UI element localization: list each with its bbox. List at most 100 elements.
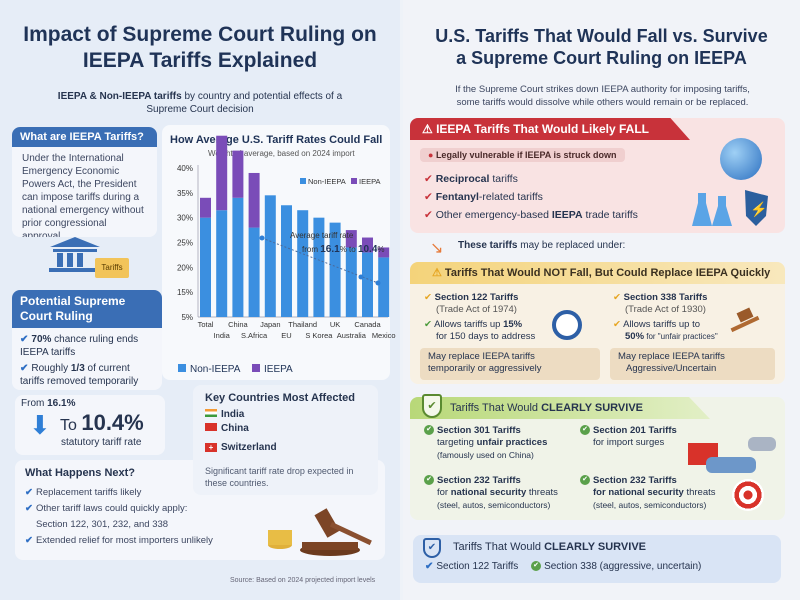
right-title: U.S. Tariffs That Would Fall vs. Survive… [403,25,800,69]
gavel-icon [728,306,768,336]
summary-item: Section 338 (aggressive, uncertain) [544,561,702,572]
bar-non-ieepa [281,205,292,317]
stopwatch-icon [552,310,582,340]
bar-non-ieepa [362,252,373,317]
y-tick-label: 35% [177,189,193,198]
shield-check-icon: ✔ [422,394,442,418]
y-tick-label: 20% [177,263,193,272]
s122-box: May replace IEEPA tariffs temporarily or … [420,348,600,380]
y-tick-label: 40% [177,164,193,173]
left-title-line2: IEEPA Tariffs Explained [82,49,318,72]
bar-ieepa [232,150,244,198]
next-item: ✔ Other tariff laws could quickly apply: [25,503,188,514]
what-heading: What are IEEPA Tariffs? [12,127,157,147]
x-tick-label: EU [281,331,291,340]
notfall-card: ⚠ Tariffs That Would NOT Fall, But Could… [410,262,785,384]
s338-box: May replace IEEPA tariffs Aggressive/Unce… [610,348,775,380]
ruling-card: Potential Supreme Court Ruling ✔ 70% chan… [12,290,162,390]
tariff-bar-chart: How Average U.S. Tariff Rates Could Fall… [170,134,396,375]
s338-act: (Trade Act of 1930) [625,304,706,315]
subtitle-rest: by country and potential effects of a Su… [146,91,343,115]
countries-heading: Key Countries Most Affected [205,392,355,404]
swiss-flag-icon: + [205,443,217,452]
ruling-list: ✔ 70% chance ruling ends IEEPA tariffs ✔ R… [12,328,162,390]
survive-summary-heading: Tariffs That Would CLEARLY SURVIVE [453,541,646,553]
lab-flasks-shield-icon: ⚡ [690,188,780,228]
ruling-item: ✔ 70% chance ruling ends IEEPA tariffs [20,334,139,358]
courthouse-icon [45,235,105,275]
x-tick-label: S Korea [305,331,333,340]
survive-item: ✔ Section 301 Tariffs targeting unfair pr… [424,425,584,461]
warning-icon: ⚠ [422,122,437,136]
legend-swatch [300,178,306,184]
china-car-steel-icon [688,435,778,477]
countries-note: Significant tariff rate drop expected in… [205,466,354,488]
s122-act: (Trade Act of 1974) [436,304,517,315]
legend-label: Non-IEEPA [190,364,241,375]
survive-summary-card: ✔ Tariffs That Would CLEARLY SURVIVE ✔ Se… [413,535,781,583]
bar-non-ieepa [313,217,325,317]
svg-text:⚡: ⚡ [750,201,767,218]
legend-swatch [351,178,357,184]
x-tick-label: Australia [337,331,367,340]
source-note: Source: Based on 2024 projected import l… [230,577,376,584]
countries-card: Key Countries Most Affected India China … [193,385,378,495]
legend-swatch [178,364,186,372]
replaced-note: ↘ These tariffs may be replaced under: [430,240,626,257]
trend-point [375,280,381,286]
trend-line [261,237,379,284]
bar-ieepa [248,172,260,228]
fall-item: ✔ Reciprocal tariffs [424,173,518,185]
fall-item: ✔ Fentanyl-related tariffs [424,191,543,203]
what-body: Under the International Emergency Econom… [22,153,144,237]
fall-card: ⚠ IEEPA Tariffs That Would Likely FALL ●… [410,118,785,233]
s338-rest: 50% for "unfair practices" [625,331,718,342]
x-tick-label: Total [198,320,214,329]
y-tick-label: 5% [181,313,193,322]
s122-allows: ✔ Allows tariffs up 15% [424,319,523,330]
survive-summary-items: ✔ Section 122 Tariffs ✔ Section 338 (aggre… [425,561,702,572]
y-tick-label: 30% [177,214,193,223]
s338-title: ✔ Section 338 Tariffs [613,292,708,303]
chart-title: How Average U.S. Tariff Rates Could Fall [170,134,382,146]
india-flag-icon [205,409,217,417]
tariffs-folder-icon: Tariffs [95,258,129,278]
bar-non-ieepa [216,210,228,317]
bar-non-ieepa [200,217,211,317]
summary-item: Section 122 Tariffs [436,561,519,572]
rate-to: To 10.4% [60,410,144,435]
folder-label: Tariffs [101,263,123,272]
left-title-line1: Impact of Supreme Court Ruling on [23,23,377,46]
what-card: What are IEEPA Tariffs? Under the Intern… [12,127,157,237]
down-arrow-icon: ⬇ [29,410,51,440]
x-tick-label: UK [330,320,340,329]
bar-non-ieepa [378,257,390,317]
s122-title: ✔ Section 122 Tariffs [424,292,519,303]
right-intro: If the Supreme Court strikes down IEEPA … [455,84,750,108]
bar-non-ieepa [232,197,244,317]
next-item: ✔ Extended relief for most importers unli… [25,535,213,546]
survive-heading-bar: Tariffs That Would CLEARLY SURVIVE [410,397,710,419]
x-tick-label: Canada [354,320,381,329]
bar-ieepa [345,230,357,248]
bar-non-ieepa [345,247,357,317]
x-tick-label: Japan [260,320,280,329]
next-heading: What Happens Next? [25,467,136,479]
survive-item: ✔ Section 201 Tariffs for import surges [580,425,677,449]
annotation-line1: Average tariff rate [290,231,354,240]
next-item-cont: Section 122, 301, 232, and 338 [36,519,169,530]
y-tick-label: 15% [177,288,193,297]
gavel-coins-icon [260,500,380,558]
country-china: China [205,422,277,436]
s338-allows: ✔ Allows tariffs up to [613,319,700,330]
bar-ieepa [200,197,211,218]
rate-card: From 16.1% ⬇ To 10.4% statutory tariff r… [15,395,165,455]
bar-non-ieepa [248,227,260,317]
x-tick-label: China [228,320,248,329]
subtitle-bold: IEEPA & Non-IEEPA tariffs [57,91,182,102]
shield-check-icon: ✔ [423,538,441,558]
legend-label: IEEPA [359,177,381,186]
x-tick-label: India [214,331,231,340]
survive-item: ✔ Section 232 Tariffs for national securi… [580,475,716,511]
bar-ieepa [378,247,390,258]
